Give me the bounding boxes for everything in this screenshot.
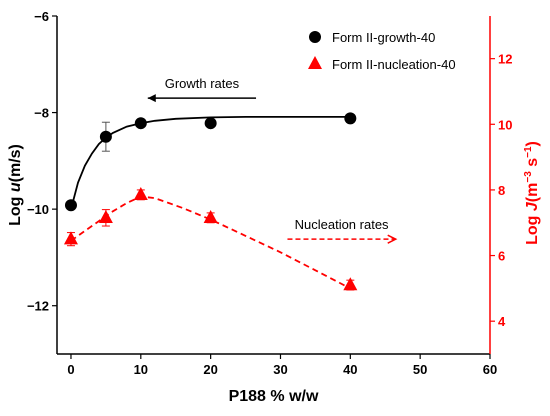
data-point-nucleation bbox=[98, 210, 113, 224]
y-right-title-exp1: −3 bbox=[523, 171, 534, 183]
annotation-arrow-head bbox=[387, 234, 398, 244]
data-point-nucleation bbox=[203, 210, 218, 224]
data-point-nucleation bbox=[133, 187, 148, 201]
legend: Form II-growth-40 Form II-nucleation-40 bbox=[308, 30, 456, 72]
x-tick-label: 20 bbox=[203, 362, 217, 377]
y-right-tick-label: 6 bbox=[498, 249, 505, 264]
data-point-growth bbox=[64, 199, 77, 212]
error-bars bbox=[66, 121, 355, 291]
y-left-title-unit: (m/s) bbox=[7, 144, 24, 182]
x-tick-label: 10 bbox=[134, 362, 148, 377]
legend-marker-growth bbox=[309, 31, 321, 43]
annotation-label: Nucleation rates bbox=[295, 217, 389, 232]
data-point-growth bbox=[134, 117, 147, 130]
y-left-axis-title: Log u(m/s) bbox=[7, 144, 24, 226]
y-right-tick-label: 4 bbox=[498, 314, 506, 329]
y-left-title-prefix: Log bbox=[7, 192, 24, 226]
fit-line bbox=[70, 195, 351, 290]
x-tick-label: 30 bbox=[273, 362, 287, 377]
y-left-tick-label: −10 bbox=[27, 202, 49, 217]
legend-label-nucleation: Form II-nucleation-40 bbox=[332, 57, 456, 72]
annotation-label: Growth rates bbox=[165, 76, 240, 91]
x-tick-label: 40 bbox=[343, 362, 357, 377]
y-right-title-unit-open: (m bbox=[524, 183, 541, 203]
data-markers bbox=[63, 112, 358, 291]
data-point-growth bbox=[99, 130, 112, 143]
y-right-title-exp2: −1 bbox=[523, 146, 534, 158]
x-axis-ticks: 0 10 20 30 40 50 60 bbox=[67, 354, 497, 377]
y-right-tick-label: 10 bbox=[498, 117, 512, 132]
fit-lines bbox=[70, 116, 351, 290]
data-point-growth bbox=[344, 112, 357, 125]
y-right-title-unit-mid: s bbox=[524, 158, 541, 171]
x-tick-label: 50 bbox=[413, 362, 427, 377]
y-left-title-symbol: u bbox=[7, 182, 24, 192]
y-left-tick-label: −12 bbox=[27, 299, 49, 314]
y-left-tick-label: −6 bbox=[34, 9, 49, 24]
y-left-axis-ticks: −12 −10 −8 −6 bbox=[27, 9, 57, 314]
x-tick-label: 60 bbox=[483, 362, 497, 377]
y-right-axis-title: Log J(m−3 s−1) bbox=[523, 141, 541, 245]
y-right-title-unit-close: ) bbox=[524, 141, 541, 146]
axes bbox=[56, 16, 491, 355]
legend-marker-nucleation bbox=[308, 56, 322, 69]
data-point-growth bbox=[204, 117, 217, 130]
annotations: Growth rates Nucleation rates bbox=[147, 76, 398, 244]
y-left-tick-label: −8 bbox=[34, 106, 49, 121]
legend-label-growth: Form II-growth-40 bbox=[332, 30, 435, 45]
fit-line bbox=[70, 116, 351, 210]
y-right-title-prefix: Log bbox=[524, 211, 541, 245]
annotation-arrow-head bbox=[147, 94, 156, 103]
y-right-title-symbol: J bbox=[524, 201, 541, 211]
x-tick-label: 0 bbox=[67, 362, 74, 377]
y-right-tick-label: 8 bbox=[498, 183, 505, 198]
y-right-tick-label: 12 bbox=[498, 52, 512, 67]
data-point-nucleation bbox=[63, 231, 78, 245]
x-axis-title: P188 % w/w bbox=[229, 388, 319, 405]
data-point-nucleation bbox=[343, 277, 358, 291]
y-right-axis-ticks: 4 6 8 10 12 bbox=[490, 52, 512, 329]
